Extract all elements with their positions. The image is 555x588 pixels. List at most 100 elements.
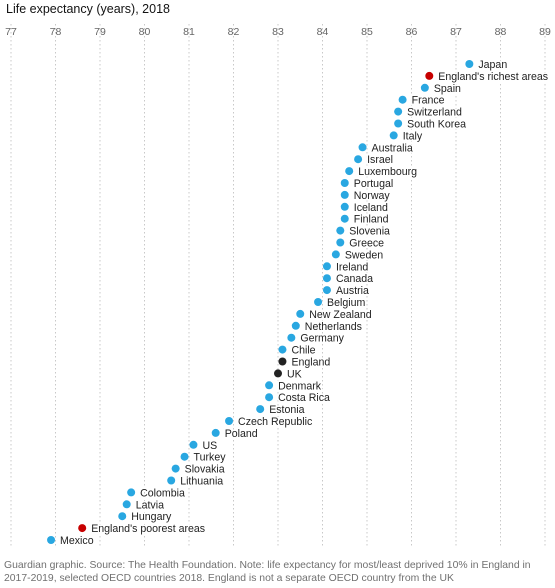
point-label: England's richest areas [438,71,548,83]
point-marker [180,452,189,461]
svg-text:Turkey: Turkey [194,452,227,464]
x-tick-label: 83 [272,26,284,38]
point-marker [340,190,349,199]
point-label: Canada [336,273,373,285]
x-tick-label: 89 [539,26,551,38]
point-label: Latvia [136,499,164,511]
point-marker [78,524,87,533]
svg-text:Slovakia: Slovakia [185,464,225,476]
point-marker [465,60,474,68]
point-label: Hungary [131,511,172,523]
point-marker [394,107,403,116]
svg-text:Italy: Italy [403,130,423,142]
point-label: South Korea [407,119,466,131]
point-marker [265,393,274,402]
point-label: Costa Rica [278,392,330,404]
x-tick-label: 88 [495,26,507,38]
svg-text:England's richest areas: England's richest areas [438,71,548,83]
x-tick-label: 79 [94,26,106,38]
chart-title: Life expectancy (years), 2018 [6,2,170,16]
svg-text:France: France [412,95,445,107]
point-label: Austria [336,285,369,297]
point-label: Luxembourg [358,166,417,178]
point-marker [322,262,331,271]
svg-text:Israel: Israel [367,154,393,166]
svg-text:Norway: Norway [354,190,391,202]
x-tick-label: 81 [183,26,195,38]
point-label: Colombia [140,487,185,499]
svg-text:Canada: Canada [336,273,373,285]
svg-text:Spain: Spain [434,83,461,95]
point-label: Greece [349,238,384,250]
point-marker [336,238,345,247]
point-marker [340,214,349,223]
svg-text:Estonia: Estonia [269,404,304,416]
point-label: Israel [367,154,393,166]
svg-text:Netherlands: Netherlands [305,321,362,333]
point-label: England's poorest areas [91,523,205,535]
svg-text:Czech Republic: Czech Republic [238,416,313,428]
point-label: Sweden [345,249,383,261]
point-label: Spain [434,83,461,95]
x-tick-labels: 77 78 79 80 81 82 83 84 85 86 87 88 89 [5,26,551,38]
x-tick-label: 85 [361,26,373,38]
point-marker [340,179,349,187]
svg-text:Iceland: Iceland [354,202,388,214]
svg-text:Germany: Germany [300,333,344,345]
point-label: Germany [300,333,344,345]
svg-text:England: England [291,357,330,369]
point-label: Slovakia [185,464,225,476]
svg-text:Poland: Poland [225,428,258,440]
point-label: England [291,357,330,369]
svg-text:Sweden: Sweden [345,249,383,261]
point-marker [394,119,403,128]
svg-text:Mexico: Mexico [60,535,94,547]
point-marker [211,428,220,437]
x-tick-label: 87 [450,26,462,38]
point-label: Poland [225,428,258,440]
svg-text:Ireland: Ireland [336,261,368,273]
footnote: Guardian graphic. Source: The Health Fou… [4,560,531,584]
point-label: France [412,95,445,107]
point-marker [425,71,434,80]
point-label: Ireland [336,261,368,273]
point-marker [340,202,349,211]
point-label: Turkey [194,452,227,464]
point-marker [47,536,56,544]
point-marker [389,131,398,140]
svg-text:Belgium: Belgium [327,297,365,309]
svg-text:Lithuania: Lithuania [180,476,223,488]
x-tick-label: 86 [406,26,418,38]
x-tick-label: 80 [139,26,151,38]
point-marker [225,417,234,425]
point-marker [291,321,300,330]
svg-text:Denmark: Denmark [278,380,322,392]
point-marker [171,464,180,473]
point-label: Czech Republic [238,416,313,428]
point-marker [278,357,287,366]
point-label: Denmark [278,380,322,392]
point-marker [122,500,131,509]
point-marker [189,440,198,449]
point-label: UK [287,368,302,380]
